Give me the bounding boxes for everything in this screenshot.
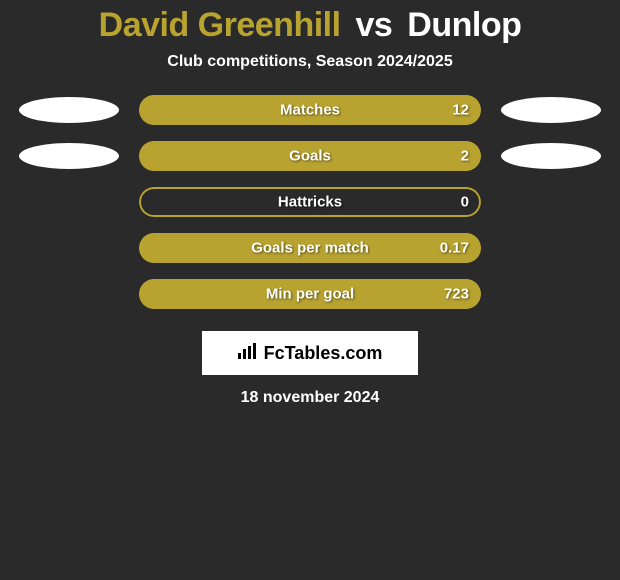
- player2-avatar: [501, 97, 601, 123]
- site-name: FcTables.com: [264, 343, 383, 364]
- stat-value: 2: [461, 148, 469, 165]
- player2-name: Dunlop: [407, 6, 521, 44]
- stat-value: 12: [452, 102, 469, 119]
- competition-subtitle: Club competitions, Season 2024/2025: [0, 53, 620, 71]
- avatar-spacer: [501, 235, 601, 261]
- player2-avatar: [501, 143, 601, 169]
- title-vs: vs: [356, 6, 393, 44]
- player1-name: David Greenhill: [99, 6, 341, 44]
- snapshot-date: 18 november 2024: [0, 389, 620, 407]
- stat-row: Goals per match 0.17: [0, 233, 620, 263]
- stat-row: Min per goal 723: [0, 279, 620, 309]
- stats-rows: Matches 12 Goals 2 Hattricks 0 Goals per match…: [0, 95, 620, 309]
- stat-value: 0.17: [440, 240, 469, 257]
- stat-label: Goals per match: [251, 240, 369, 257]
- site-badge[interactable]: FcTables.com: [202, 331, 418, 375]
- stat-value: 723: [444, 286, 469, 303]
- stat-label: Matches: [280, 102, 340, 119]
- stat-row: Hattricks 0: [0, 187, 620, 217]
- stat-label: Hattricks: [278, 194, 342, 211]
- stat-value: 0: [461, 194, 469, 211]
- stat-row: Goals 2: [0, 141, 620, 171]
- stat-bar: Goals 2: [139, 141, 481, 171]
- avatar-spacer: [19, 189, 119, 215]
- stat-bar: Matches 12: [139, 95, 481, 125]
- avatar-spacer: [501, 281, 601, 307]
- bar-chart-icon: [238, 343, 258, 364]
- stat-bar: Min per goal 723: [139, 279, 481, 309]
- player1-avatar: [19, 143, 119, 169]
- stat-bar: Goals per match 0.17: [139, 233, 481, 263]
- stat-row: Matches 12: [0, 95, 620, 125]
- player1-avatar: [19, 97, 119, 123]
- comparison-widget: David Greenhill vs Dunlop Club competiti…: [0, 0, 620, 407]
- avatar-spacer: [501, 189, 601, 215]
- avatar-spacer: [19, 235, 119, 261]
- avatar-spacer: [19, 281, 119, 307]
- comparison-title: David Greenhill vs Dunlop: [0, 6, 620, 45]
- stat-label: Goals: [289, 148, 331, 165]
- stat-bar: Hattricks 0: [139, 187, 481, 217]
- stat-label: Min per goal: [266, 286, 354, 303]
